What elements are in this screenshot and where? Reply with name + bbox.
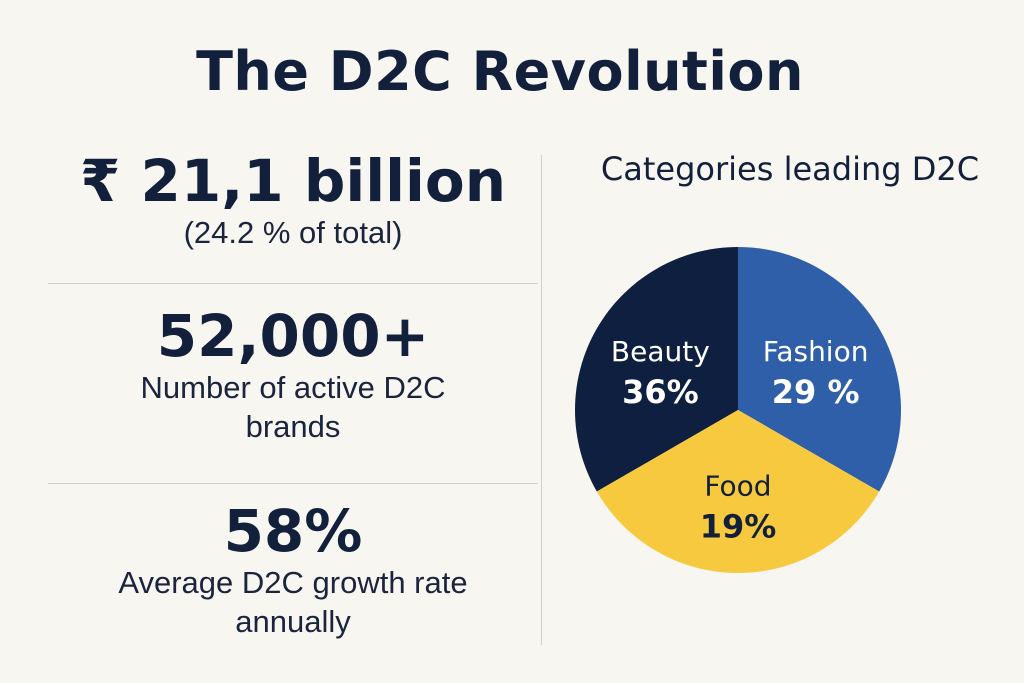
- stat-label: Average D2C growth rate annually: [118, 564, 468, 639]
- stat-growth-rate: 58% Average D2C growth rate annually: [48, 497, 538, 641]
- divider: [48, 283, 538, 284]
- stat-value: 58%: [223, 497, 363, 565]
- divider-vertical: [541, 155, 542, 645]
- slice-value-beauty: 36%: [622, 373, 699, 411]
- stat-value: 52,000+: [156, 302, 430, 370]
- stat-value: ₹ 21,1 billion: [79, 147, 507, 215]
- slice-label-food: Food: [704, 470, 771, 503]
- pie-slice-fashion: [738, 247, 901, 492]
- page-title: The D2C Revolution: [196, 40, 804, 103]
- pie-slice-beauty: [575, 247, 738, 492]
- slice-label-beauty: Beauty: [611, 335, 710, 368]
- chart-title: Categories leading D2C: [600, 150, 980, 188]
- slice-value-fashion: 29 %: [772, 373, 860, 411]
- divider: [48, 483, 538, 484]
- stat-label: Number of active D2C brands: [140, 369, 446, 444]
- stat-brand-count: 52,000+ Number of active D2C brands: [48, 302, 538, 446]
- stat-market-size: ₹ 21,1 billion (24.2 % of total): [48, 147, 538, 253]
- pie-chart: Beauty 36% Fashion 29 % Food 19%: [575, 247, 901, 573]
- slice-value-food: 19%: [700, 508, 777, 546]
- slice-label-fashion: Fashion: [763, 335, 869, 368]
- stat-label: (24.2 % of total): [183, 214, 403, 250]
- pie-slice-food: [596, 410, 880, 573]
